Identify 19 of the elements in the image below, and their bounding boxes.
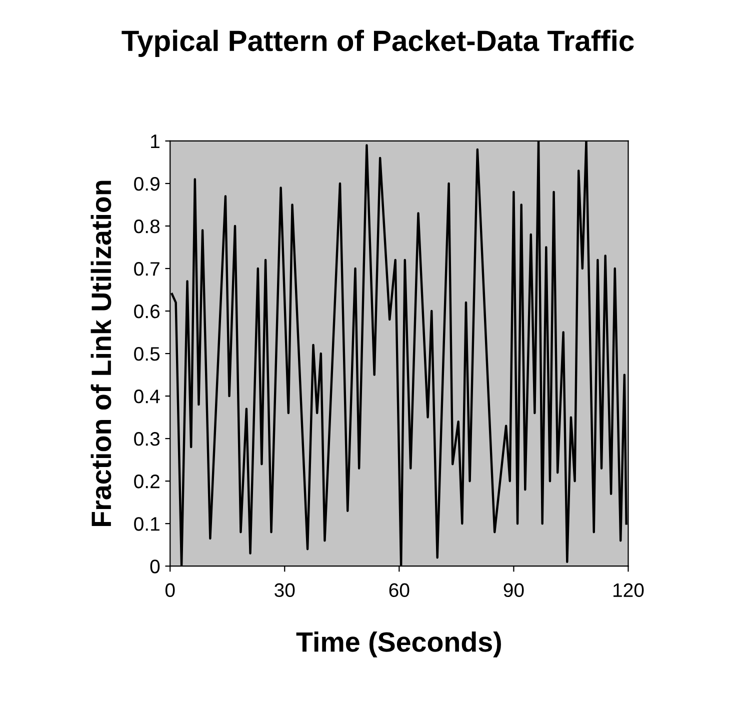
y-tick-label: 0 bbox=[150, 560, 160, 574]
y-tick-label: 0.2 bbox=[134, 474, 160, 488]
y-tick-label: 0.9 bbox=[134, 176, 160, 191]
x-tick-label: 120 bbox=[614, 583, 644, 598]
x-tick-label: 60 bbox=[389, 583, 410, 598]
y-tick-label: 0.1 bbox=[134, 517, 160, 531]
y-tick-label: 0.8 bbox=[134, 219, 160, 234]
x-tick-label: 0 bbox=[165, 583, 175, 598]
y-tick-label: 0.5 bbox=[134, 347, 160, 361]
x-axis-title: Time (Seconds) bbox=[296, 631, 501, 658]
x-tick-label: 90 bbox=[504, 583, 524, 598]
x-tick-label: 30 bbox=[274, 583, 295, 598]
y-tick-label: 0.3 bbox=[134, 432, 160, 446]
y-tick-label: 0.7 bbox=[134, 262, 160, 276]
y-tick-label: 1 bbox=[151, 134, 160, 148]
y-axis-title: Fraction of Link Utilization bbox=[90, 180, 112, 526]
chart-title: Typical Pattern of Packet-Data Traffic bbox=[122, 30, 634, 57]
y-tick-label: 0.6 bbox=[134, 304, 160, 318]
y-tick-label: 0.4 bbox=[134, 390, 160, 404]
